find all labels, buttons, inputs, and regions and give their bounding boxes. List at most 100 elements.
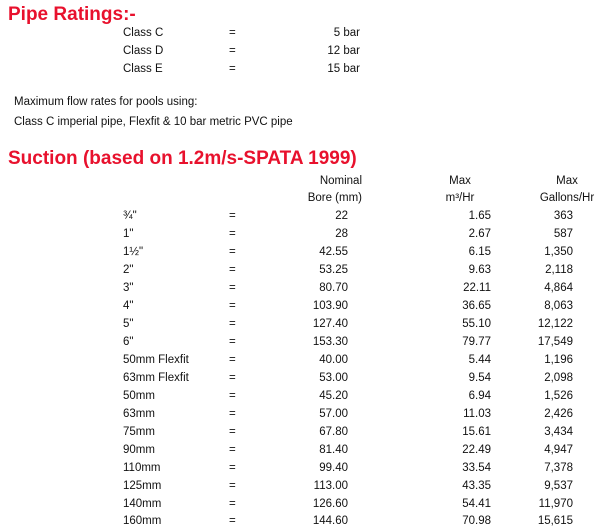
row-bore: 126.60 <box>312 498 348 510</box>
row-m3: 22.11 <box>463 282 491 294</box>
row-m3: 43.35 <box>462 480 491 492</box>
row-bore: 40.00 <box>319 354 348 366</box>
row-equals: = <box>229 426 236 438</box>
row-m3: 15.61 <box>462 426 491 438</box>
row-bore: 53.00 <box>319 372 348 384</box>
row-equals: = <box>229 408 236 420</box>
row-size: 3" <box>123 282 134 294</box>
rating-class: Class C <box>123 27 164 39</box>
row-equals: = <box>229 300 236 312</box>
row-size: 140mm <box>123 498 162 510</box>
row-gal: 363 <box>553 210 573 222</box>
row-size: 160mm <box>123 515 162 527</box>
row-bore: 153.30 <box>312 336 348 348</box>
row-equals: = <box>229 282 236 294</box>
row-gal: 9,537 <box>544 480 573 492</box>
row-bore: 53.25 <box>319 264 348 276</box>
row-size: 4" <box>123 300 134 312</box>
row-gal: 2,426 <box>544 408 573 420</box>
row-equals: = <box>229 336 236 348</box>
rating-bar: 15 bar <box>327 63 360 75</box>
row-gal: 4,864 <box>544 282 573 294</box>
rating-bar: 5 bar <box>333 27 360 39</box>
row-equals: = <box>229 372 236 384</box>
row-m3: 9.54 <box>468 372 491 384</box>
col-gal-bottom: Gallons/Hr <box>539 192 595 204</box>
row-gal: 2,118 <box>545 264 573 276</box>
row-size: 1" <box>123 228 134 240</box>
row-gal: 17,549 <box>537 336 573 348</box>
row-equals: = <box>229 210 236 222</box>
row-bore: 57.00 <box>319 408 348 420</box>
row-gal: 12,122 <box>537 318 573 330</box>
flow-note-line1: Maximum flow rates for pools using: <box>14 96 198 108</box>
row-gal: 8,063 <box>544 300 573 312</box>
row-size: 50mm <box>123 390 155 402</box>
row-equals: = <box>229 444 236 456</box>
row-bore: 113.00 <box>313 480 348 492</box>
rating-bar: 12 bar <box>327 45 360 57</box>
row-size: ¾" <box>123 210 137 222</box>
col-gal-top: Max <box>556 175 578 187</box>
row-size: 125mm <box>123 480 162 492</box>
row-equals: = <box>229 515 236 527</box>
row-m3: 33.54 <box>462 462 491 474</box>
row-size: 63mm <box>123 408 155 420</box>
rating-equals: = <box>229 27 236 39</box>
row-size: 50mm Flexfit <box>123 354 189 366</box>
row-equals: = <box>229 354 236 366</box>
row-gal: 1,526 <box>544 390 573 402</box>
row-size: 2" <box>123 264 134 276</box>
row-m3: 9.63 <box>468 264 491 276</box>
row-bore: 42.55 <box>319 246 348 258</box>
rating-class: Class E <box>123 63 163 75</box>
row-equals: = <box>229 480 236 492</box>
col-m3-bottom: m³/Hr <box>445 192 475 204</box>
row-equals: = <box>229 228 236 240</box>
row-m3: 22.49 <box>462 444 491 456</box>
row-bore: 80.70 <box>319 282 348 294</box>
row-size: 1½" <box>123 246 144 258</box>
suction-heading: Suction (based on 1.2m/s-SPATA 1999) <box>8 148 357 169</box>
row-size: 75mm <box>123 426 155 438</box>
row-equals: = <box>229 246 236 258</box>
row-gal: 3,434 <box>544 426 573 438</box>
row-m3: 1.65 <box>468 210 491 222</box>
row-m3: 2.67 <box>468 228 491 240</box>
row-gal: 4,947 <box>544 444 573 456</box>
row-gal: 11,970 <box>538 498 573 510</box>
col-m3-top: Max <box>449 175 471 187</box>
row-equals: = <box>229 498 236 510</box>
row-equals: = <box>229 462 236 474</box>
row-m3: 54.41 <box>462 498 491 510</box>
col-bore-bottom: Bore (mm) <box>307 192 362 204</box>
row-size: 63mm Flexfit <box>123 372 189 384</box>
row-m3: 11.03 <box>463 408 491 420</box>
row-gal: 2,098 <box>544 372 573 384</box>
row-m3: 6.94 <box>468 390 491 402</box>
rating-equals: = <box>229 45 236 57</box>
row-equals: = <box>229 390 236 402</box>
row-bore: 22 <box>335 210 348 222</box>
row-gal: 15,615 <box>537 515 573 527</box>
row-size: 5" <box>123 318 134 330</box>
row-gal: 1,196 <box>544 354 573 366</box>
row-bore: 28 <box>335 228 348 240</box>
col-bore-top: Nominal <box>319 175 362 187</box>
row-size: 6" <box>123 336 134 348</box>
row-bore: 45.20 <box>319 390 348 402</box>
row-m3: 6.15 <box>468 246 491 258</box>
row-bore: 67.80 <box>319 426 348 438</box>
row-gal: 1,350 <box>544 246 573 258</box>
row-bore: 103.90 <box>312 300 348 312</box>
row-m3: 55.10 <box>462 318 491 330</box>
row-bore: 81.40 <box>319 444 348 456</box>
row-m3: 5.44 <box>468 354 491 366</box>
flow-note-line2: Class C imperial pipe, Flexfit & 10 bar … <box>14 116 293 128</box>
rating-equals: = <box>229 63 236 75</box>
row-size: 90mm <box>123 444 155 456</box>
row-equals: = <box>229 318 236 330</box>
row-bore: 127.40 <box>312 318 348 330</box>
row-gal: 7,378 <box>544 462 573 474</box>
row-equals: = <box>229 264 236 276</box>
